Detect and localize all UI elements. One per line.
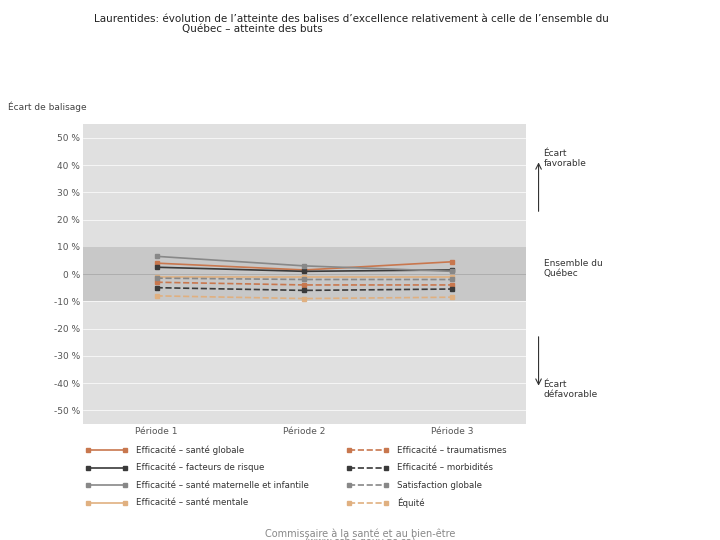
- Text: Laurentides: évolution de l’atteinte des balises d’excellence relativement à cel: Laurentides: évolution de l’atteinte des…: [94, 14, 608, 24]
- Text: Écart de balisage: Écart de balisage: [7, 102, 86, 112]
- Text: Écart
favorable: Écart favorable: [544, 149, 587, 168]
- Bar: [83, 247, 526, 301]
- Text: Efficacité – traumatismes: Efficacité – traumatismes: [397, 446, 507, 455]
- Text: Efficacité – morbidités: Efficacité – morbidités: [397, 463, 493, 472]
- Text: Efficacité – facteurs de risque: Efficacité – facteurs de risque: [136, 463, 264, 472]
- Text: Équité: Équité: [397, 498, 425, 508]
- Text: Écart
défavorable: Écart défavorable: [544, 380, 598, 399]
- Text: Efficacité – santé mentale: Efficacité – santé mentale: [136, 498, 248, 508]
- Text: Commissaire à la santé et au bien-être: Commissaire à la santé et au bien-être: [265, 529, 455, 539]
- Text: Satisfaction globale: Satisfaction globale: [397, 481, 482, 490]
- Text: Québec – atteinte des buts: Québec – atteinte des buts: [181, 24, 323, 35]
- Text: Ensemble du
Québec: Ensemble du Québec: [544, 259, 603, 278]
- Text: (www.csbe.gouv.qc.ca): (www.csbe.gouv.qc.ca): [304, 537, 416, 540]
- Text: Efficacité – santé globale: Efficacité – santé globale: [136, 446, 244, 455]
- Text: Efficacité – santé maternelle et infantile: Efficacité – santé maternelle et infanti…: [136, 481, 309, 490]
